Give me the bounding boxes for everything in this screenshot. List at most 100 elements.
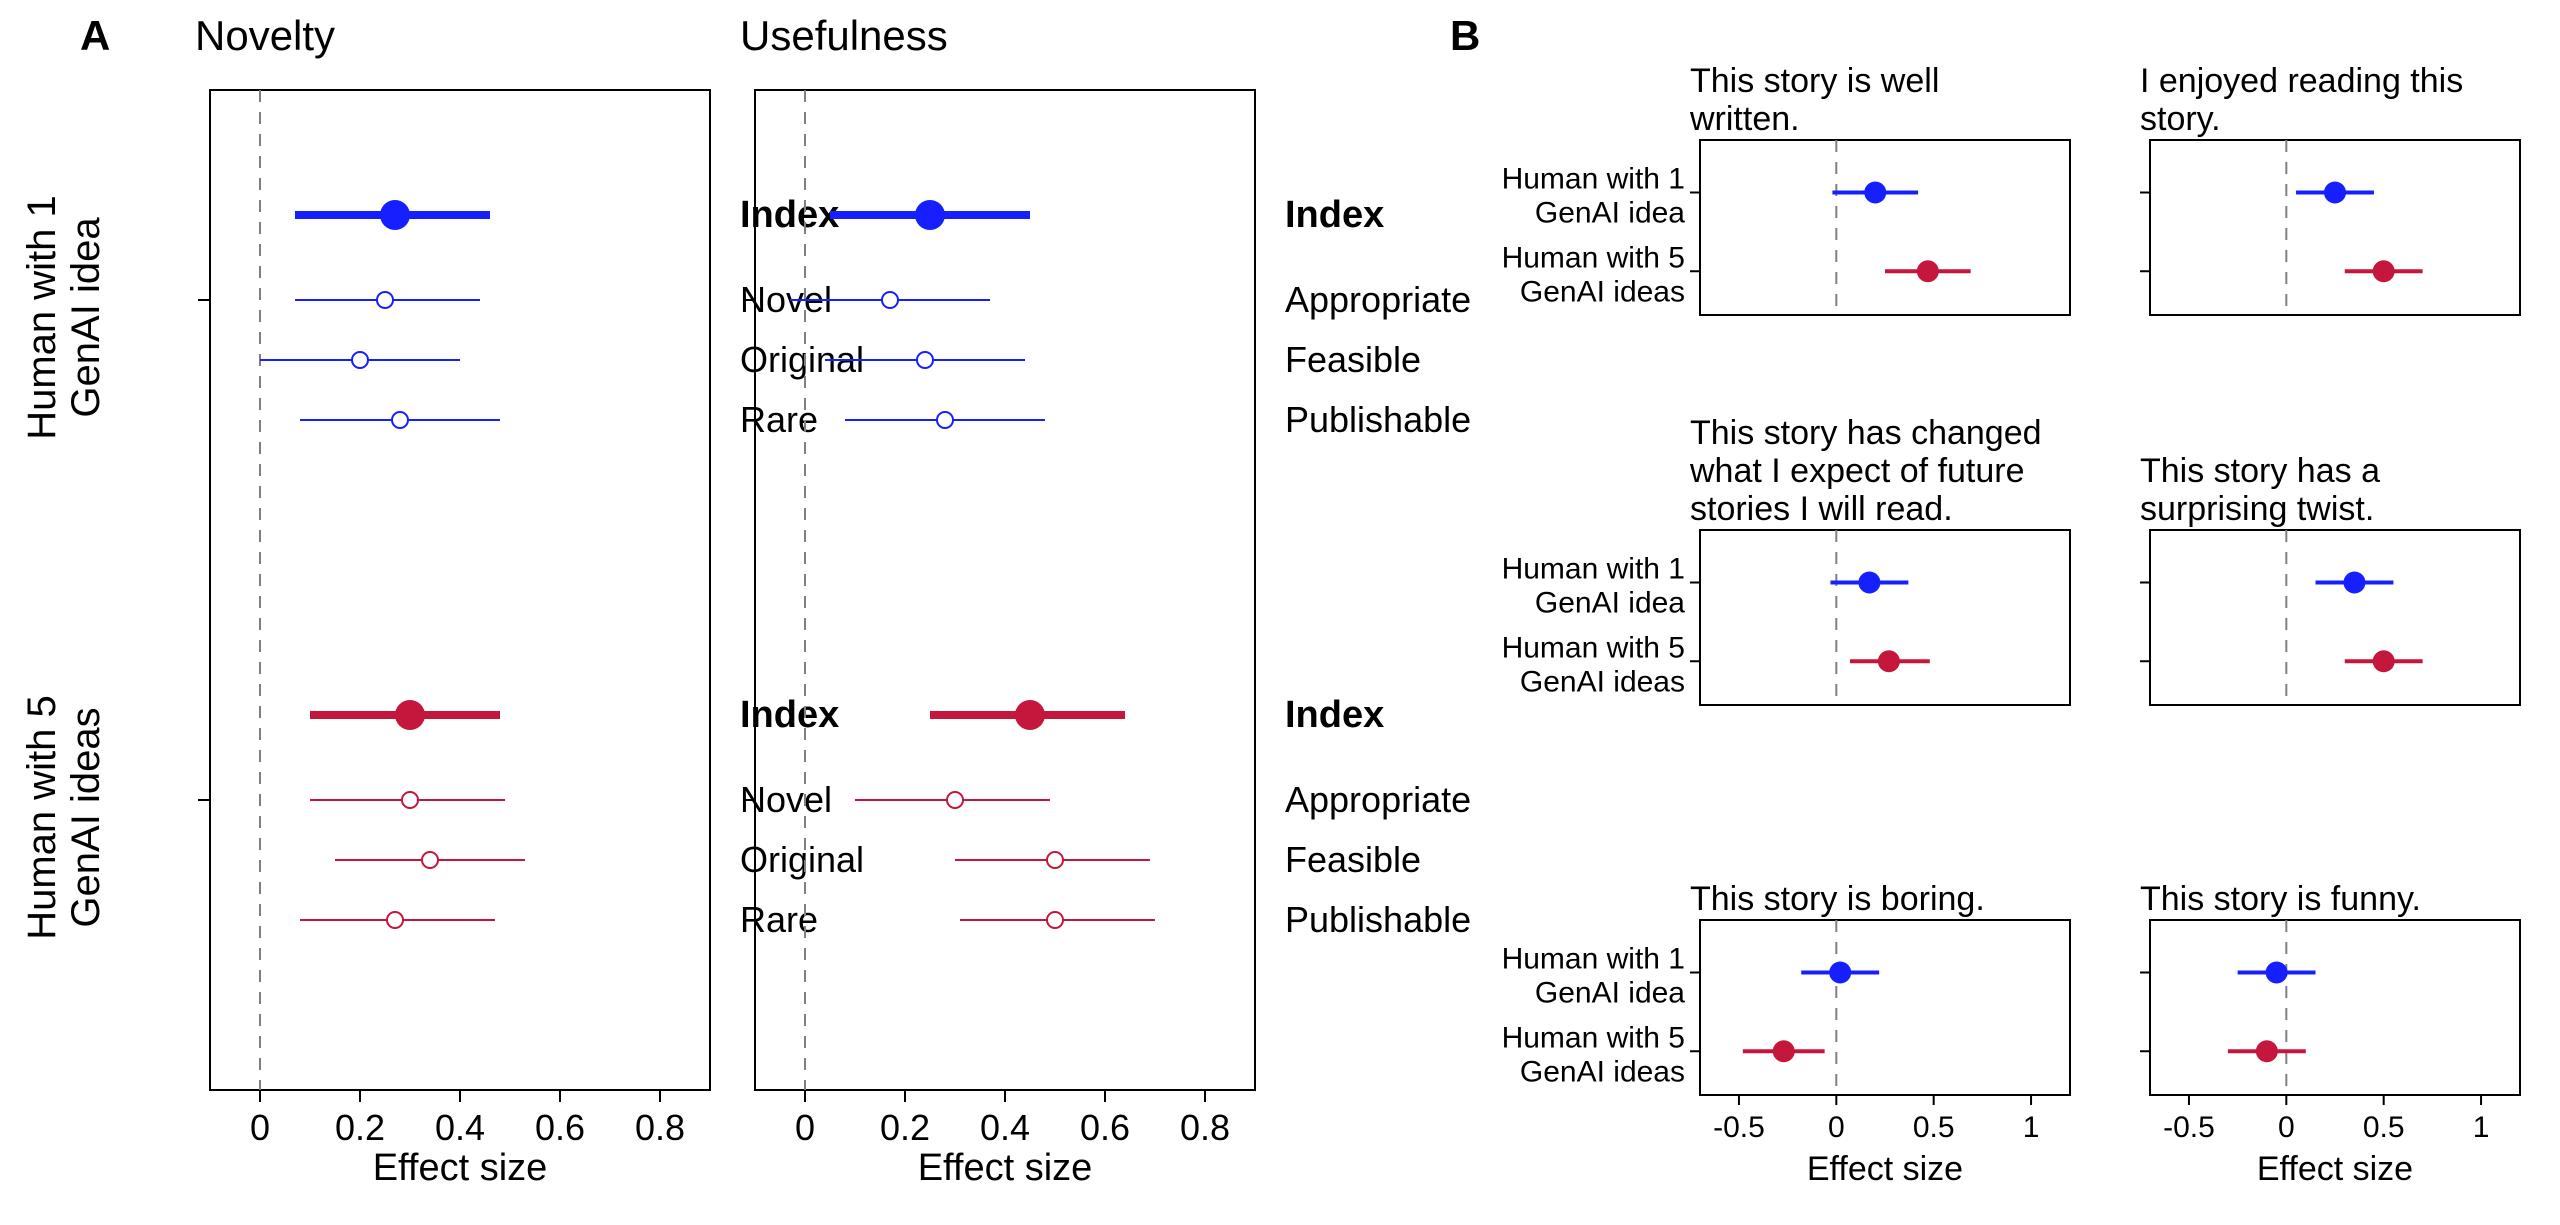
item-label: Feasible	[1285, 839, 1421, 880]
row-label: Human with 5	[1502, 241, 1685, 274]
group-label: Human with 1GenAI idea	[20, 195, 108, 440]
point	[1829, 962, 1851, 984]
point-open	[402, 792, 418, 808]
group-label-line: Human with 1	[20, 195, 64, 440]
panel-a-plot-box	[210, 90, 710, 1090]
row-label: GenAI ideas	[1520, 275, 1685, 308]
item-label: Feasible	[1285, 339, 1421, 380]
subplot-title: This story has changed	[1690, 414, 2042, 452]
subplot-title: This story has a	[2140, 452, 2380, 490]
index-label: Index	[1285, 194, 1384, 236]
point-index	[915, 200, 945, 230]
point-open	[882, 292, 898, 308]
point	[2266, 962, 2288, 984]
subplot-title: surprising twist.	[2140, 490, 2374, 528]
x-tick-label: 0.8	[635, 1107, 685, 1148]
point	[1878, 650, 1900, 672]
x-axis-label: Effect size	[2257, 1150, 2413, 1188]
panel-a-col-title: Usefulness	[740, 12, 948, 59]
item-label: Publishable	[1285, 899, 1471, 940]
point-open	[1047, 852, 1063, 868]
point-open	[377, 292, 393, 308]
point-open	[387, 912, 403, 928]
row-label: GenAI ideas	[1520, 665, 1685, 698]
x-tick-label: 0.5	[1913, 1111, 1955, 1144]
subplot-title: what I expect of future	[1689, 452, 2025, 490]
row-label: GenAI idea	[1535, 977, 1685, 1010]
x-tick-label: 1	[2473, 1111, 2490, 1144]
row-label: GenAI ideas	[1520, 1055, 1685, 1088]
subplot-box	[1700, 920, 2070, 1095]
x-tick-label: 0	[795, 1107, 815, 1148]
x-axis-label: Effect size	[918, 1147, 1093, 1189]
subplot-box	[2150, 140, 2520, 315]
point-index	[1015, 700, 1045, 730]
row-label: Human with 5	[1502, 1021, 1685, 1054]
subplot-box	[1700, 530, 2070, 705]
group-label-line: GenAI idea	[64, 217, 108, 418]
point-index	[380, 200, 410, 230]
subplot-title: I enjoyed reading this	[2140, 62, 2463, 100]
subplot-box	[1700, 140, 2070, 315]
panel-a-plot-box	[755, 90, 1255, 1090]
x-tick-label: 0.4	[435, 1107, 485, 1148]
panel-a-letter: A	[80, 12, 110, 59]
x-axis-label: Effect size	[373, 1147, 548, 1189]
item-label: Original	[740, 839, 864, 880]
group-label: Human with 5GenAI ideas	[20, 695, 108, 940]
x-tick-label: 0	[2278, 1111, 2295, 1144]
row-label: Human with 1	[1502, 553, 1685, 586]
item-label: Rare	[740, 399, 818, 440]
point	[1864, 182, 1886, 204]
point-open	[947, 792, 963, 808]
x-tick-label: 0.6	[1080, 1107, 1130, 1148]
item-label: Rare	[740, 899, 818, 940]
subplot-box	[2150, 530, 2520, 705]
x-tick-label: -0.5	[1713, 1111, 1765, 1144]
subplot-box	[2150, 920, 2520, 1095]
subplot-title: written.	[1689, 100, 1800, 138]
point	[2373, 650, 2395, 672]
point	[2373, 260, 2395, 282]
panel-a-col-title: Novelty	[195, 12, 335, 59]
point-open	[422, 852, 438, 868]
index-label: Index	[1285, 694, 1384, 736]
item-label: Appropriate	[1285, 779, 1471, 820]
point	[2256, 1040, 2278, 1062]
group-label-line: Human with 5	[20, 695, 64, 940]
x-tick-label: 0.4	[980, 1107, 1030, 1148]
x-tick-label: 0.5	[2363, 1111, 2405, 1144]
x-tick-label: 0.6	[535, 1107, 585, 1148]
point	[2324, 182, 2346, 204]
x-tick-label: 0.2	[880, 1107, 930, 1148]
point-open	[352, 352, 368, 368]
row-label: Human with 1	[1502, 943, 1685, 976]
panel-b-letter: B	[1450, 12, 1480, 59]
x-tick-label: 0	[250, 1107, 270, 1148]
point	[1917, 260, 1939, 282]
point-index	[395, 700, 425, 730]
point	[1858, 572, 1880, 594]
x-tick-label: 0.2	[335, 1107, 385, 1148]
row-label: GenAI idea	[1535, 197, 1685, 230]
point-open	[392, 412, 408, 428]
point-open	[1047, 912, 1063, 928]
subplot-title: This story is well	[1690, 62, 1939, 100]
row-label: GenAI idea	[1535, 587, 1685, 620]
row-label: Human with 1	[1502, 163, 1685, 196]
x-tick-label: 0.8	[1180, 1107, 1230, 1148]
point-open	[917, 352, 933, 368]
subplot-title: This story is boring.	[1690, 880, 1985, 918]
figure-root: ANovelty00.20.40.60.8Effect sizeIndexNov…	[0, 0, 2560, 1225]
group-label-line: GenAI ideas	[64, 707, 108, 927]
item-label: Appropriate	[1285, 279, 1471, 320]
point	[2343, 572, 2365, 594]
figure-svg: ANovelty00.20.40.60.8Effect sizeIndexNov…	[0, 0, 2560, 1225]
point-open	[937, 412, 953, 428]
row-label: Human with 5	[1502, 631, 1685, 664]
subplot-title: stories I will read.	[1690, 490, 1953, 528]
x-tick-label: 0	[1828, 1111, 1845, 1144]
x-axis-label: Effect size	[1807, 1150, 1963, 1188]
point	[1773, 1040, 1795, 1062]
x-tick-label: -0.5	[2163, 1111, 2215, 1144]
